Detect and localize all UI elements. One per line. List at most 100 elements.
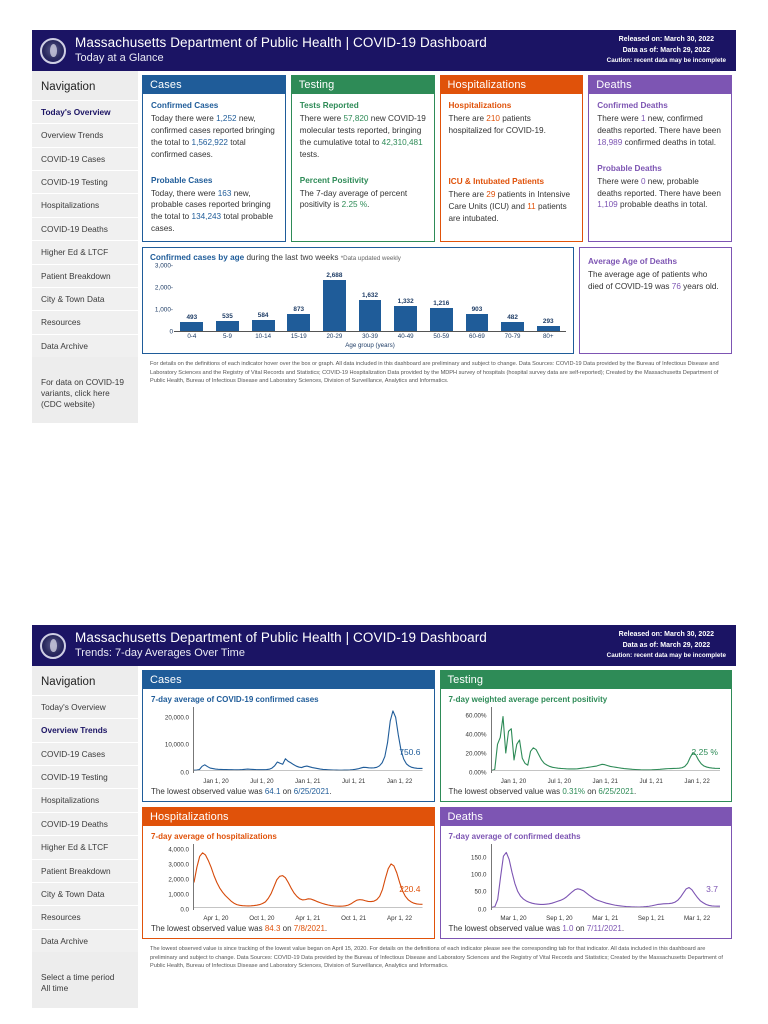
trend-chart-subtitle: 7-day average of hospitalizations: [151, 832, 277, 841]
sidebar-item-hospitalizations[interactable]: Hospitalizations: [32, 788, 138, 812]
bar-chart-y-tick: 0: [169, 328, 173, 336]
trend-card-body: 7-day average of hospitalizations 0.0 1,00…: [143, 826, 434, 938]
bar-slot[interactable]: 903: [459, 266, 495, 332]
main-content: Cases 7-day average of COVID-19 confirmed…: [138, 666, 736, 979]
sidebar-item-higher-ed-ltcf[interactable]: Higher Ed & LTCF: [32, 240, 138, 264]
bar-chart-x-tick: 80+: [542, 333, 554, 341]
bar-slot[interactable]: 493: [174, 266, 210, 332]
bar-chart-y-tick: 3,000-: [154, 262, 173, 270]
trend-x-tick: Mar 1, 22: [684, 915, 711, 922]
bar[interactable]: [429, 307, 453, 332]
state-seal-icon: [40, 632, 66, 659]
note-mid: on: [280, 924, 294, 933]
bar-slot[interactable]: 873: [281, 266, 317, 332]
bar-slot[interactable]: 1,332: [388, 266, 424, 332]
trend-y-tick: 150.0: [471, 854, 487, 862]
bar-chart-bars: 493 535 584 873 2,688 1,632 1,332 1,216 903 482 29…: [174, 266, 567, 333]
caution-text: Caution: recent data may be incomplete: [606, 652, 726, 659]
section-text: The average age of patients who died of …: [588, 270, 719, 292]
bar[interactable]: [216, 320, 239, 332]
bar-chart-plot: 0 1,000- 2,000- 3,000- 493 535 584 873 2,688 1,6…: [155, 263, 567, 336]
sidebar-item-data-archive[interactable]: Data Archive: [32, 333, 138, 357]
bar-value-label: 1,216: [433, 299, 450, 307]
trend-last-value: 750.6: [399, 747, 421, 757]
section-text: There are 210 patients hospitalized for …: [448, 114, 546, 135]
trend-x-tick: Mar 1, 21: [592, 915, 619, 922]
bar-slot[interactable]: 293: [530, 266, 566, 332]
bar-slot[interactable]: 535: [210, 266, 246, 332]
bar[interactable]: [358, 300, 382, 332]
note-post: .: [329, 787, 332, 796]
note-post: .: [633, 787, 637, 796]
bar-value-label: 1,632: [362, 292, 379, 300]
sidebar-item-higher-ed-ltcf[interactable]: Higher Ed & LTCF: [32, 835, 138, 859]
sidebar-item-hospitalizations[interactable]: Hospitalizations: [32, 193, 138, 217]
note-value: 64.1: [264, 787, 281, 796]
note-post: .: [324, 924, 328, 933]
sidebar-item-overview-trends[interactable]: Overview Trends: [32, 123, 138, 147]
navigation-list: Today's Overview Overview Trends COVID-19 …: [32, 695, 138, 952]
sidebar-item-covid-19-testing[interactable]: COVID-19 Testing: [32, 170, 138, 194]
navigation-title: Navigation: [41, 676, 96, 688]
bar-chart-x-tick: 10-14: [255, 333, 272, 341]
time-period-selector[interactable]: Select a time period All time: [32, 965, 138, 998]
sidebar-item-covid-19-cases[interactable]: COVID-19 Cases: [32, 741, 138, 766]
trend-x-tick: Oct 1, 20: [249, 915, 275, 922]
bar-slot[interactable]: 2,688: [317, 266, 353, 332]
bar[interactable]: [394, 305, 418, 332]
sidebar-item-resources[interactable]: Resources: [32, 310, 138, 334]
trend-x-tick: Apr 1, 20: [203, 915, 229, 922]
header-meta: Released on: March 30, 2022 Data as of: …: [607, 630, 726, 660]
sidebar-item-patient-breakdown[interactable]: Patient Breakdown: [32, 858, 138, 882]
sidebar-item-data-archive[interactable]: Data Archive: [32, 928, 138, 952]
sidebar-item-covid-19-testing[interactable]: COVID-19 Testing: [32, 765, 138, 789]
note-post: .: [621, 924, 625, 933]
bar-slot[interactable]: 584: [245, 266, 281, 332]
bar[interactable]: [287, 314, 311, 332]
bar[interactable]: [536, 325, 560, 332]
data-as-of-text: Data as of: March 29, 2022: [622, 641, 711, 649]
note-date: 6/25/2021: [293, 787, 330, 796]
header-titles: Massachusetts Department of Public Healt…: [75, 630, 487, 661]
bar[interactable]: [501, 321, 524, 332]
trend-y-tick: 2,000.0: [168, 876, 189, 884]
section-text: There were 57,820 new COVID-19 molecular…: [299, 114, 426, 159]
bar[interactable]: [180, 321, 204, 332]
trend-card-testing: Testing 7-day weighted average percent po…: [439, 670, 732, 802]
section-heading: Hospitalizations: [448, 101, 512, 110]
note-pre: The lowest observed value was: [151, 924, 265, 933]
trend-plot: 0.0 1,000.0 2,000.0 3,000.0 4,000.0 Apr 1, 20…: [151, 844, 427, 922]
trend-y-tick: 4,000.0: [168, 846, 189, 854]
bar-slot[interactable]: 1,632: [352, 266, 388, 332]
sidebar-item-today-s-overview[interactable]: Today's Overview: [32, 695, 138, 719]
section-hospitalizations: Hospitalizations There are 210 patients …: [449, 101, 576, 137]
nav-variants-link[interactable]: For data on COVID-19 variants, click her…: [32, 370, 138, 414]
trend-card-cases: Cases 7-day average of COVID-19 confirmed…: [142, 670, 435, 802]
sidebar-item-city-town-data[interactable]: City & Town Data: [32, 286, 138, 311]
sidebar-item-resources[interactable]: Resources: [32, 905, 138, 929]
bar[interactable]: [251, 320, 275, 332]
section-heading: Confirmed Deaths: [597, 101, 668, 110]
bar-chart-x-label: Age group (years): [345, 342, 395, 350]
card-cases: Cases Confirmed Cases Today there were 1…: [142, 75, 286, 243]
bar[interactable]: [465, 313, 489, 332]
sidebar-item-today-s-overview[interactable]: Today's Overview: [32, 100, 138, 124]
bar-chart-x-tick: 60-69: [469, 333, 485, 341]
sidebar-item-city-town-data[interactable]: City & Town Data: [32, 881, 138, 906]
sidebar-item-covid-19-cases[interactable]: COVID-19 Cases: [32, 146, 138, 171]
note-date: 7/11/2021: [586, 924, 622, 933]
bar[interactable]: [322, 279, 346, 332]
trend-card-title: Cases: [143, 671, 434, 689]
bar-slot[interactable]: 1,216: [423, 266, 459, 332]
bar-slot[interactable]: 482: [495, 266, 531, 332]
sidebar-item-covid-19-deaths[interactable]: COVID-19 Deaths: [32, 811, 138, 836]
trend-plot-area: [193, 707, 423, 773]
sidebar-item-patient-breakdown[interactable]: Patient Breakdown: [32, 263, 138, 287]
sidebar-item-overview-trends[interactable]: Overview Trends: [32, 718, 138, 742]
section-heading: Average Age of Deaths: [588, 257, 678, 267]
bar-chart-x-tick: 20-29: [326, 333, 343, 341]
trend-y-tick: 0.0: [180, 906, 189, 914]
caution-text: Caution: recent data may be incomplete: [606, 57, 726, 64]
trend-y-tick: 40.00%: [465, 731, 487, 739]
sidebar-item-covid-19-deaths[interactable]: COVID-19 Deaths: [32, 216, 138, 241]
